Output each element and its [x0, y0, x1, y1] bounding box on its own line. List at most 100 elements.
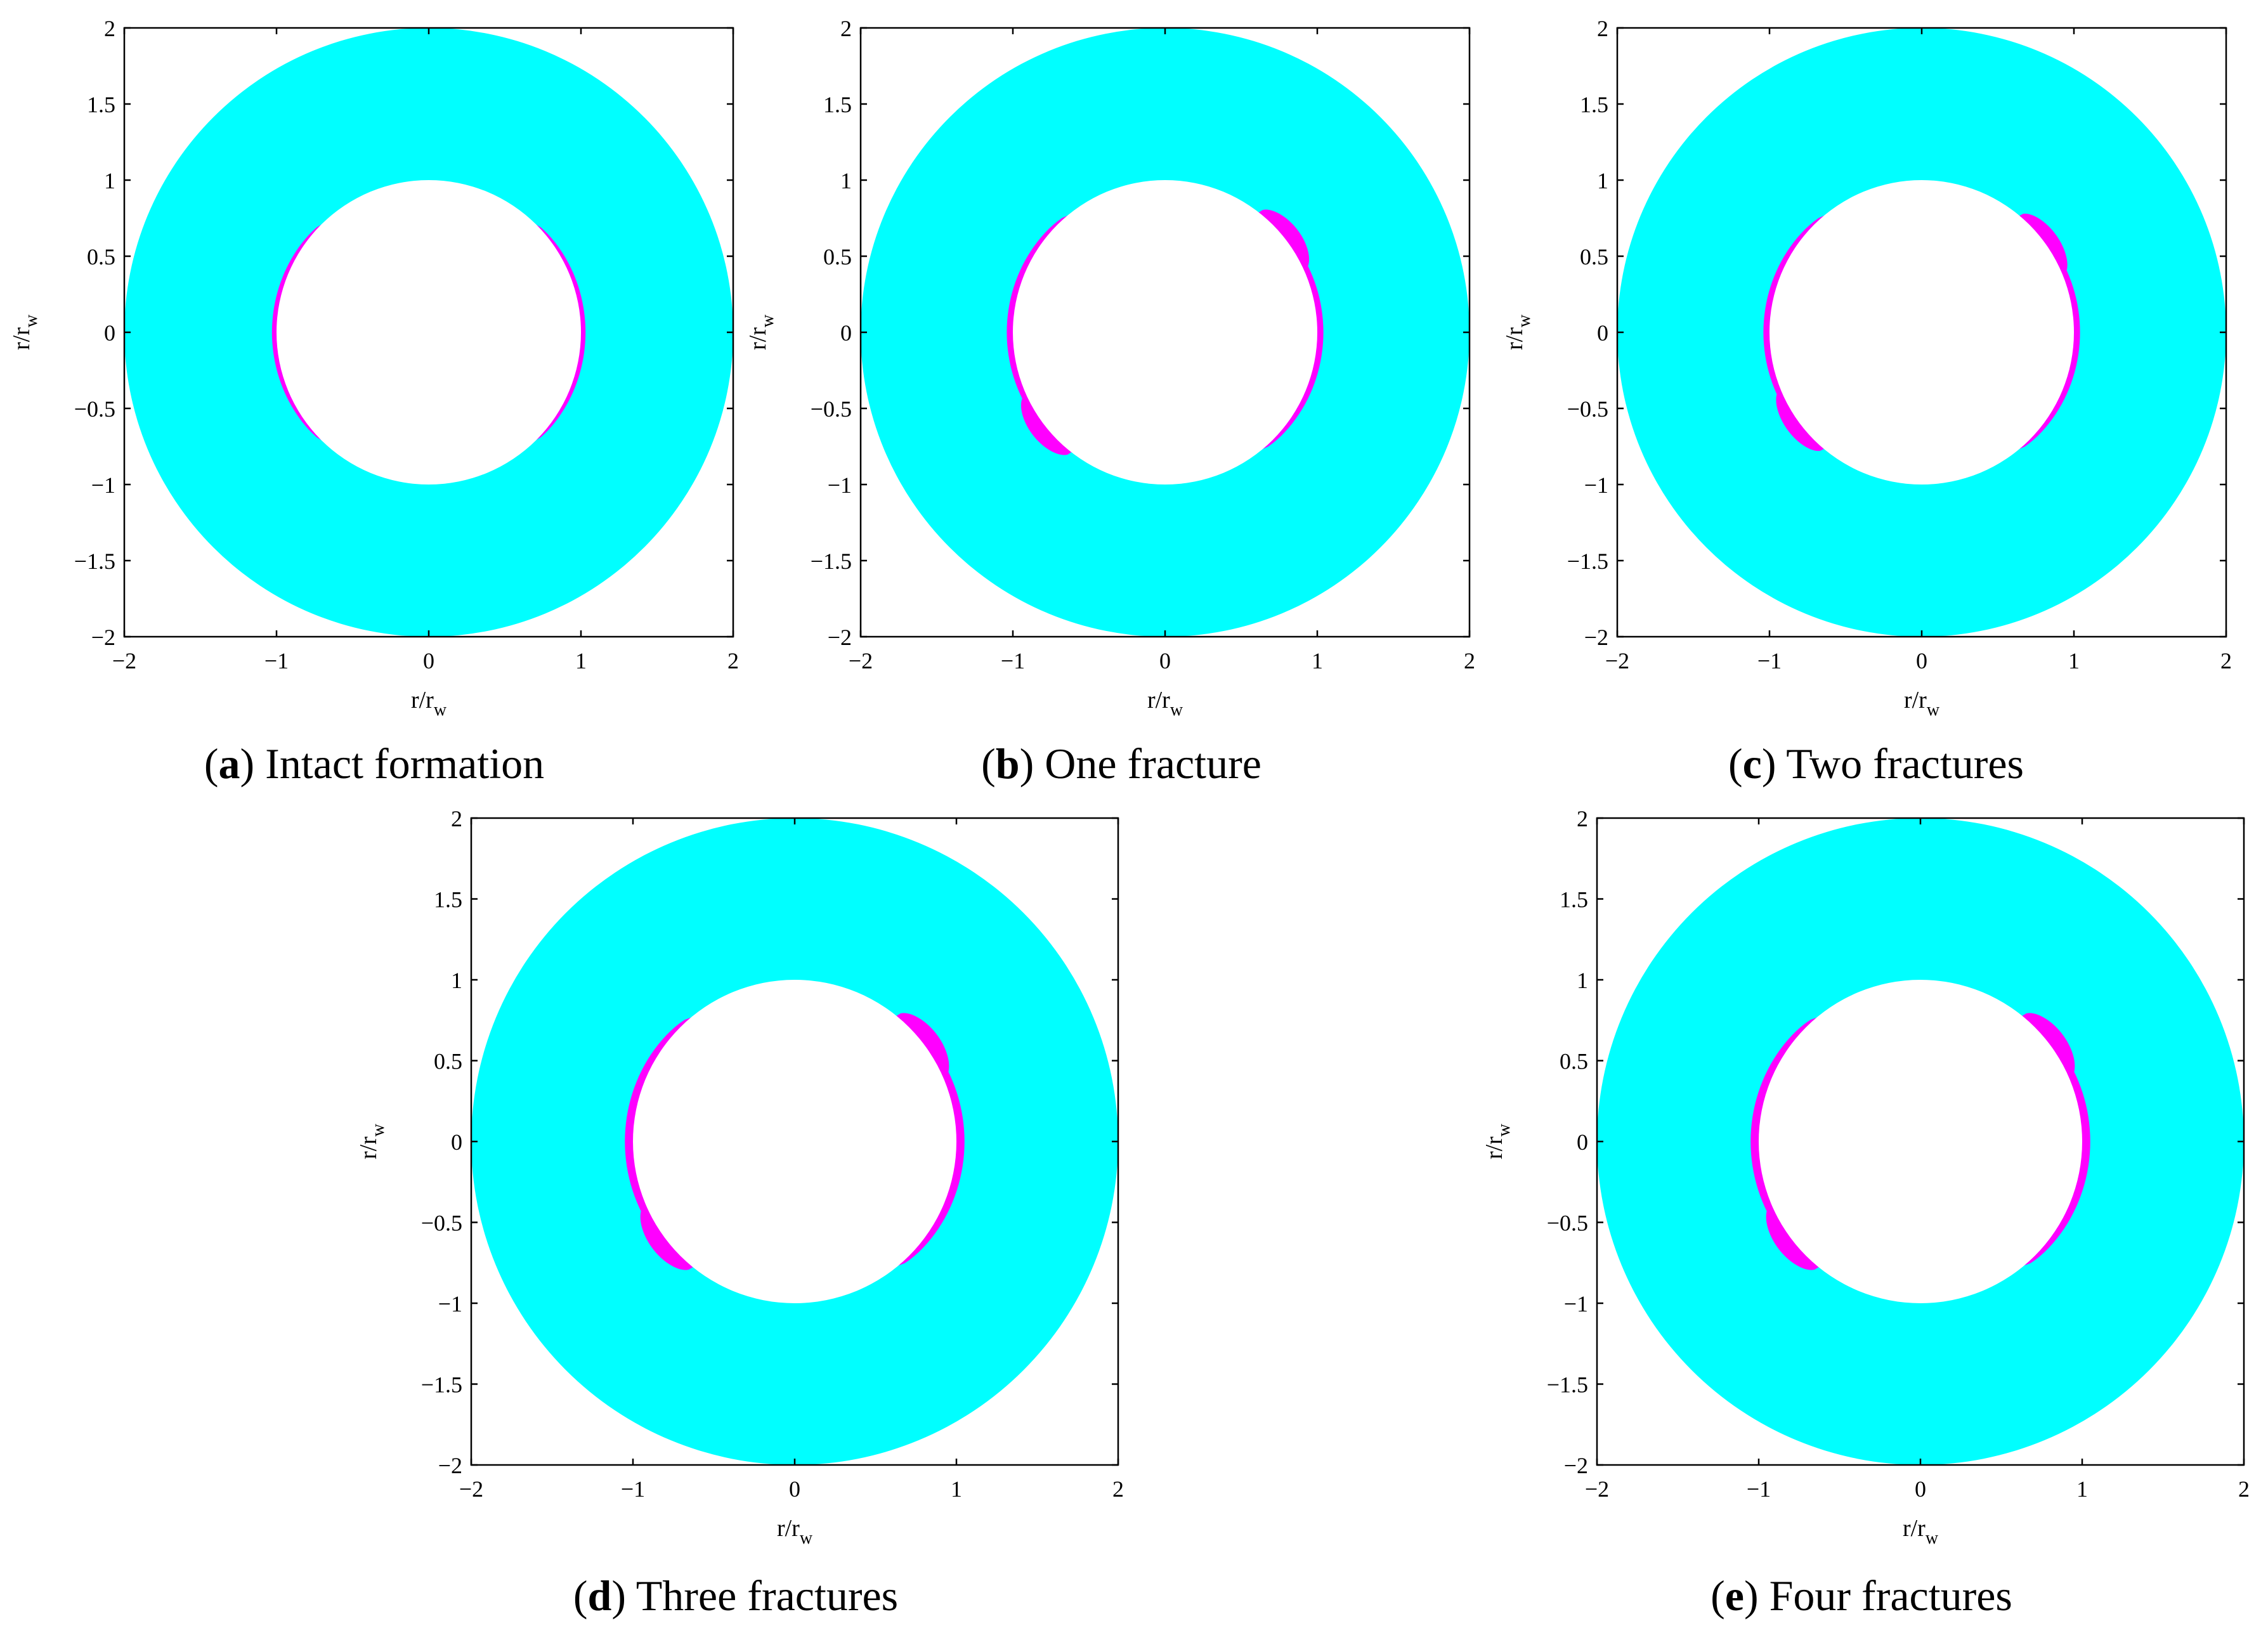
y-tick-label: 1.5 — [434, 887, 462, 913]
x-tick-label: −1 — [264, 648, 289, 673]
caption-b: (b) One fracture — [981, 739, 1261, 788]
y-tick-label: 0.5 — [823, 244, 852, 270]
y-tick-label: 0 — [1597, 320, 1608, 346]
x-tick-label: 2 — [2220, 648, 2232, 673]
caption-text: Three fractures — [635, 1571, 899, 1620]
caption-a: (a) Intact formation — [204, 739, 545, 788]
y-tick-label: −1.5 — [811, 549, 852, 574]
y-tick-label: 2 — [451, 806, 462, 831]
y-tick-label: −0.5 — [1547, 1211, 1588, 1236]
y-tick-label: −2 — [438, 1453, 462, 1478]
y-tick-label: 2 — [1597, 16, 1608, 41]
caption-letter: a — [218, 739, 240, 788]
caption-c: (c) Two fractures — [1728, 739, 2024, 788]
y-tick-label: −1.5 — [1547, 1372, 1588, 1398]
x-tick-label: −2 — [459, 1476, 483, 1502]
y-tick-label: −2 — [1584, 625, 1608, 650]
y-tick-label: −1 — [1584, 472, 1608, 498]
y-tick-label: −1 — [828, 472, 852, 498]
y-tick-label: −1 — [91, 472, 115, 498]
y-tick-label: 0.5 — [434, 1049, 462, 1074]
caption-letter: c — [1742, 739, 1762, 788]
y-axis-label: r/rw — [1501, 314, 1534, 350]
y-axis-label: r/rw — [8, 314, 41, 350]
panel-c-chart: −2 −1 0 1 2 −2 −1.5 −1 −0.5 0 0.5 1 1.5 2 r/rw r/rw — [1501, 16, 2232, 720]
x-tick-label: 2 — [727, 648, 739, 673]
y-tick-label: 0.5 — [1580, 244, 1608, 270]
y-tick-label: 1 — [451, 968, 462, 993]
x-tick-label: 0 — [789, 1476, 800, 1502]
y-tick-label: −0.5 — [811, 396, 852, 422]
y-tick-label: 0.5 — [87, 244, 115, 270]
caption-letter: b — [995, 739, 1020, 788]
caption-text: Two fractures — [1786, 739, 2024, 788]
caption-d: (d) Three fractures — [573, 1571, 899, 1620]
y-tick-label: 2 — [840, 16, 852, 41]
failure-zone-2 — [536, 224, 586, 440]
x-tick-label: −2 — [849, 648, 873, 673]
x-tick-label: 0 — [1915, 1476, 1926, 1502]
y-tick-label: 2 — [104, 16, 115, 41]
x-tick-label: 0 — [423, 648, 434, 673]
y-tick-label: −2 — [828, 625, 852, 650]
y-tick-label: 0 — [451, 1129, 462, 1155]
caption-letter: e — [1724, 1571, 1744, 1620]
x-tick-label: 1 — [2068, 648, 2080, 673]
y-tick-label: −1 — [438, 1291, 462, 1317]
failure-zone-1 — [1763, 216, 1825, 449]
failure-zone-4 — [1766, 1204, 1820, 1270]
y-tick-label: −2 — [1564, 1453, 1588, 1478]
y-tick-label: 1 — [104, 168, 115, 193]
x-tick-label: 2 — [1112, 1476, 1124, 1502]
y-tick-label: 1.5 — [823, 92, 852, 117]
y-tick-label: −0.5 — [74, 396, 115, 422]
y-tick-label: −1.5 — [1567, 549, 1608, 574]
y-tick-label: −1.5 — [74, 549, 115, 574]
y-axis-label: r/rw — [1481, 1123, 1514, 1159]
borehole — [277, 180, 581, 485]
caption-text: Four fractures — [1769, 1571, 2012, 1620]
x-tick-label: −1 — [1747, 1476, 1771, 1502]
x-tick-label: −2 — [1585, 1476, 1609, 1502]
x-tick-label: −1 — [1757, 648, 1782, 673]
x-tick-label: −2 — [1605, 648, 1629, 673]
panel-a-chart: −2 −1 0 1 2 −2 −1.5 −1 −0.5 0 0.5 1 1.5 2 r/rw r/rw — [8, 16, 739, 720]
caption-e: (e) Four fractures — [1711, 1571, 2012, 1620]
x-axis-label: r/rw — [1904, 687, 1940, 720]
y-tick-label: −0.5 — [421, 1211, 462, 1236]
y-tick-label: 1 — [1577, 968, 1588, 993]
y-tick-label: 1 — [840, 168, 852, 193]
borehole — [1013, 180, 1317, 485]
borehole — [633, 980, 956, 1303]
failure-zone-1 — [1750, 1017, 1817, 1266]
panel-b-chart: −2 −1 0 1 2 −2 −1.5 −1 −0.5 0 0.5 1 1.5 2 r/rw r/rw — [745, 16, 1475, 720]
panel-d-chart: −2 −1 0 1 2 −2 −1.5 −1 −0.5 0 0.5 1 1.5 2 r/rw r/rw — [355, 806, 1124, 1548]
failure-zone-2 — [2024, 1017, 2090, 1266]
y-tick-label: 1.5 — [1560, 887, 1588, 913]
y-axis-label: r/rw — [745, 314, 778, 350]
x-axis-label: r/rw — [411, 687, 447, 720]
y-tick-label: 1.5 — [87, 92, 115, 117]
failure-zone-3 — [2021, 1013, 2075, 1079]
x-axis-label: r/rw — [777, 1515, 813, 1548]
caption-text: Intact formation — [265, 739, 545, 788]
y-tick-label: −1.5 — [421, 1372, 462, 1398]
caption-text: One fracture — [1045, 739, 1261, 788]
y-tick-label: 1.5 — [1580, 92, 1608, 117]
x-axis-label: r/rw — [1147, 687, 1183, 720]
failure-zone-4 — [640, 1204, 694, 1270]
x-tick-label: 0 — [1916, 648, 1927, 673]
x-tick-label: 1 — [2076, 1476, 2088, 1502]
borehole — [1769, 180, 2074, 485]
borehole — [1759, 980, 2082, 1303]
x-tick-label: −1 — [1001, 648, 1025, 673]
y-tick-label: −0.5 — [1567, 396, 1608, 422]
failure-zone-1 — [271, 224, 322, 440]
x-tick-label: 2 — [1464, 648, 1475, 673]
failure-zone-2 — [1262, 216, 1324, 449]
x-tick-label: −2 — [112, 648, 136, 673]
y-tick-label: 0 — [1577, 1129, 1588, 1155]
y-tick-label: 0.5 — [1560, 1049, 1588, 1074]
y-tick-label: 1 — [1597, 168, 1608, 193]
y-tick-label: 0 — [104, 320, 115, 346]
